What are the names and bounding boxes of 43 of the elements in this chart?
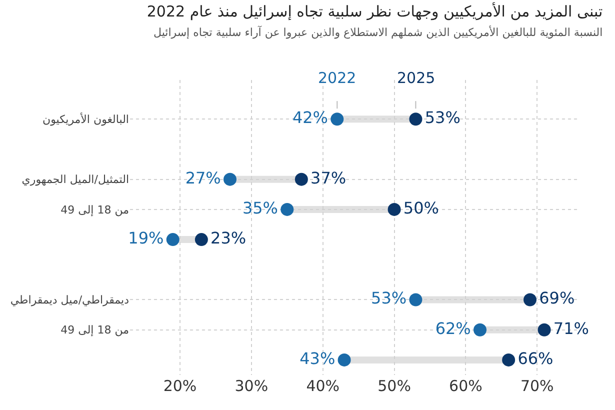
y-tick-label: البالغون الأمريكيون bbox=[42, 112, 129, 126]
data-label: 69% bbox=[539, 288, 575, 308]
data-label: 53% bbox=[371, 288, 407, 308]
y-tick-label: التمثيل/الميل الجمهوري bbox=[22, 173, 129, 186]
point bbox=[194, 233, 208, 246]
x-tick-label: 70% bbox=[520, 377, 554, 395]
data-label: 66% bbox=[518, 348, 554, 368]
data-label: 42% bbox=[292, 108, 328, 128]
point bbox=[388, 202, 401, 216]
point bbox=[524, 293, 536, 306]
point bbox=[409, 112, 422, 126]
data-label: 35% bbox=[242, 198, 278, 218]
point bbox=[409, 293, 422, 306]
x-tick-label: 20% bbox=[163, 377, 197, 395]
y-tick-label: من 18 إلى 49 bbox=[60, 324, 130, 337]
data-label: 71% bbox=[553, 318, 589, 338]
x-tick-label: 40% bbox=[306, 377, 340, 395]
point bbox=[538, 323, 551, 336]
data-label: 19% bbox=[128, 228, 164, 248]
point bbox=[224, 172, 236, 186]
point bbox=[338, 353, 351, 366]
point bbox=[330, 112, 344, 126]
data-label: 37% bbox=[310, 168, 346, 188]
data-label: 53% bbox=[424, 108, 460, 128]
data-label: 50% bbox=[403, 198, 439, 218]
x-tick-label: 30% bbox=[234, 377, 268, 395]
x-tick-label: 50% bbox=[378, 377, 411, 395]
point bbox=[502, 353, 516, 366]
data-label: 23% bbox=[210, 228, 246, 248]
y-tick-label: ديمقراطي/ميل ديمقراطي bbox=[10, 294, 130, 307]
data-label: 27% bbox=[185, 168, 221, 188]
chart-title: تبنى المزيد من الأمريكيين وجهات نظر سلبية تجاه إسرائيل منذ عام 2022 bbox=[146, 1, 603, 20]
point bbox=[474, 323, 486, 336]
point bbox=[280, 202, 294, 216]
text: 2022 bbox=[318, 69, 356, 87]
y-tick-label: من 18 إلى 49 bbox=[60, 203, 130, 216]
chart-subtitle: النسبة المئوية للبالغين الأمريكيين الذين شملهم الاستطلاع والذين عبروا عن آراء سلبية تجاه إسرائيل bbox=[153, 24, 603, 39]
point bbox=[166, 233, 180, 246]
x-tick-label: 60% bbox=[449, 377, 482, 395]
data-label: 62% bbox=[435, 318, 471, 338]
point bbox=[294, 172, 308, 186]
text: 2025 bbox=[397, 69, 436, 87]
data-label: 43% bbox=[300, 348, 336, 368]
